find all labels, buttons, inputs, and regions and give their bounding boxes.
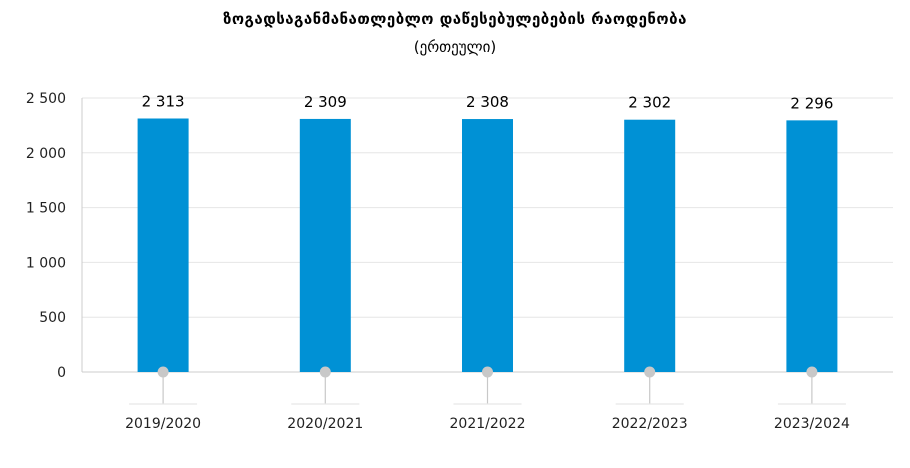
- baseline-marker: [157, 366, 169, 378]
- chart-subtitle: (ერთეული): [413, 38, 497, 56]
- bar: [462, 119, 513, 372]
- bar: [624, 119, 676, 372]
- y-tick-label: 500: [39, 310, 66, 326]
- bar: [299, 118, 351, 373]
- x-tick-label: 2022/2023: [612, 416, 688, 432]
- data-label: 2 296: [790, 94, 833, 112]
- baseline-marker: [806, 366, 818, 378]
- bar: [137, 118, 189, 372]
- data-label: 2 308: [466, 93, 509, 111]
- y-tick-label: 2 500: [26, 91, 66, 107]
- baseline-marker: [644, 366, 656, 378]
- labels-layer: 0 500 1 000 1 500 2 000 2 500 2 313 2019/2020 2 …: [26, 91, 850, 432]
- x-tick-label: 2023/2024: [774, 416, 850, 432]
- data-label: 2 309: [304, 93, 347, 111]
- chart-title: ზოგადსაგანმანათლებლო დაწესებულებების რაო…: [223, 10, 687, 28]
- x-tick-label: 2019/2020: [125, 416, 201, 432]
- x-tick-label: 2020/2021: [287, 416, 363, 432]
- baseline-marker: [482, 366, 493, 378]
- y-tick-label: 0: [57, 365, 66, 381]
- data-label: 2 302: [628, 94, 671, 112]
- y-tick-label: 1 500: [26, 201, 66, 217]
- x-tick-label: 2021/2022: [450, 416, 526, 432]
- y-tick-label: 2 000: [26, 146, 66, 162]
- bars-layer: [137, 118, 838, 373]
- markers-layer: [129, 366, 846, 405]
- data-label: 2 313: [142, 92, 185, 110]
- y-tick-label: 1 000: [26, 255, 66, 271]
- baseline-marker: [319, 366, 331, 378]
- bar: [786, 120, 838, 372]
